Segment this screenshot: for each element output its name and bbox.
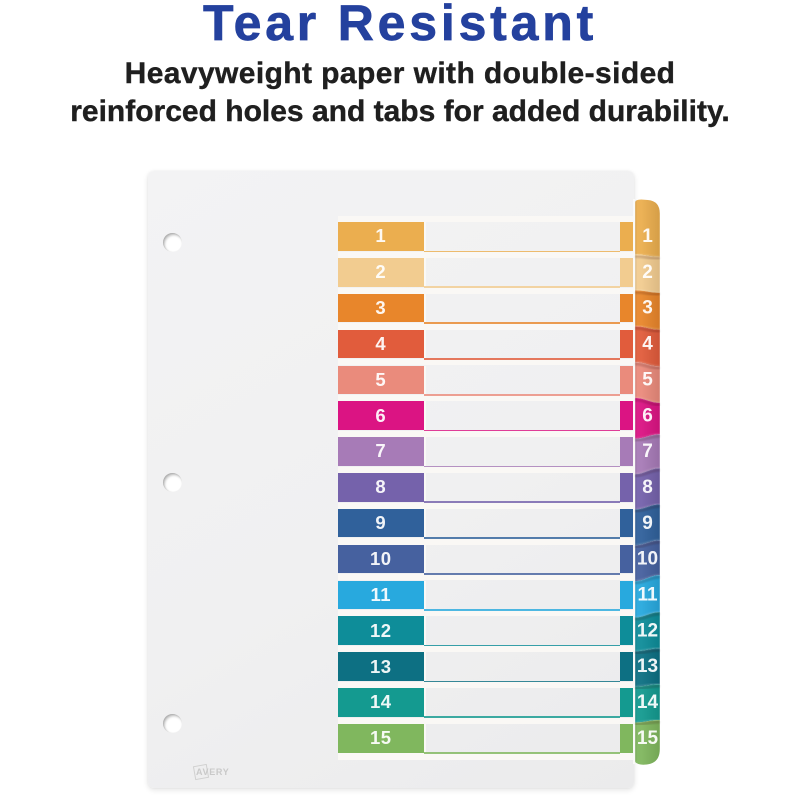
svg-text:5: 5 — [642, 369, 653, 390]
svg-text:14: 14 — [637, 692, 659, 713]
svg-text:6: 6 — [642, 405, 653, 426]
svg-text:7: 7 — [642, 441, 653, 462]
svg-text:12: 12 — [637, 620, 658, 641]
svg-text:13: 13 — [637, 656, 658, 677]
svg-text:2: 2 — [642, 262, 653, 283]
svg-text:3: 3 — [642, 298, 653, 319]
svg-text:8: 8 — [642, 477, 653, 498]
svg-text:9: 9 — [642, 513, 653, 534]
svg-text:4: 4 — [642, 334, 653, 355]
svg-text:15: 15 — [637, 728, 659, 749]
svg-text:1: 1 — [642, 226, 653, 247]
svg-text:11: 11 — [637, 585, 658, 606]
svg-text:10: 10 — [637, 549, 658, 570]
